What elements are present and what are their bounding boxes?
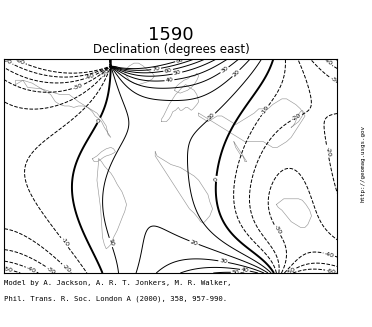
Text: -40: -40 [84,73,95,81]
Text: -30: -30 [45,265,57,275]
Text: Declination (degrees east): Declination (degrees east) [93,43,250,56]
Text: 0: 0 [96,117,102,123]
Text: -60: -60 [15,57,26,66]
Text: Phil. Trans. R. Soc. London A (2000), 358, 957-990.: Phil. Trans. R. Soc. London A (2000), 35… [4,296,228,302]
Text: -30: -30 [328,76,340,85]
Text: -50: -50 [1,57,13,66]
Text: http://geomag.usgs.gov: http://geomag.usgs.gov [360,125,365,202]
Text: 60: 60 [164,67,173,74]
Text: 70: 70 [152,66,160,72]
Text: -20: -20 [100,68,110,78]
Text: 80: 80 [176,57,184,64]
Text: 50: 50 [173,70,182,77]
Text: -20: -20 [61,263,72,274]
Text: -10: -10 [60,237,70,248]
Text: 10: 10 [107,238,115,247]
Text: -20: -20 [324,146,331,157]
Text: 30: 30 [219,258,228,265]
Text: -40: -40 [26,265,37,274]
Text: -30: -30 [273,224,282,235]
Text: -30: -30 [72,83,83,91]
Text: Model by A. Jackson, A. R. T. Jonkers, M. R. Walker,: Model by A. Jackson, A. R. T. Jonkers, M… [4,280,232,285]
Text: 20: 20 [231,69,241,77]
Text: -40: -40 [324,251,335,258]
Text: -40: -40 [322,57,333,67]
Text: 40: 40 [241,267,249,273]
Text: -50: -50 [286,266,297,276]
Text: -10: -10 [260,105,270,116]
Text: 10: 10 [207,112,216,121]
Text: -50: -50 [3,266,14,273]
Text: -60: -60 [326,268,336,275]
Text: 20: 20 [189,239,199,247]
Text: 30: 30 [220,65,229,74]
Text: 1590: 1590 [148,26,194,44]
Text: 50: 50 [232,270,240,275]
Text: 40: 40 [165,77,174,83]
Text: 0: 0 [214,177,219,181]
Text: -20: -20 [291,113,302,122]
